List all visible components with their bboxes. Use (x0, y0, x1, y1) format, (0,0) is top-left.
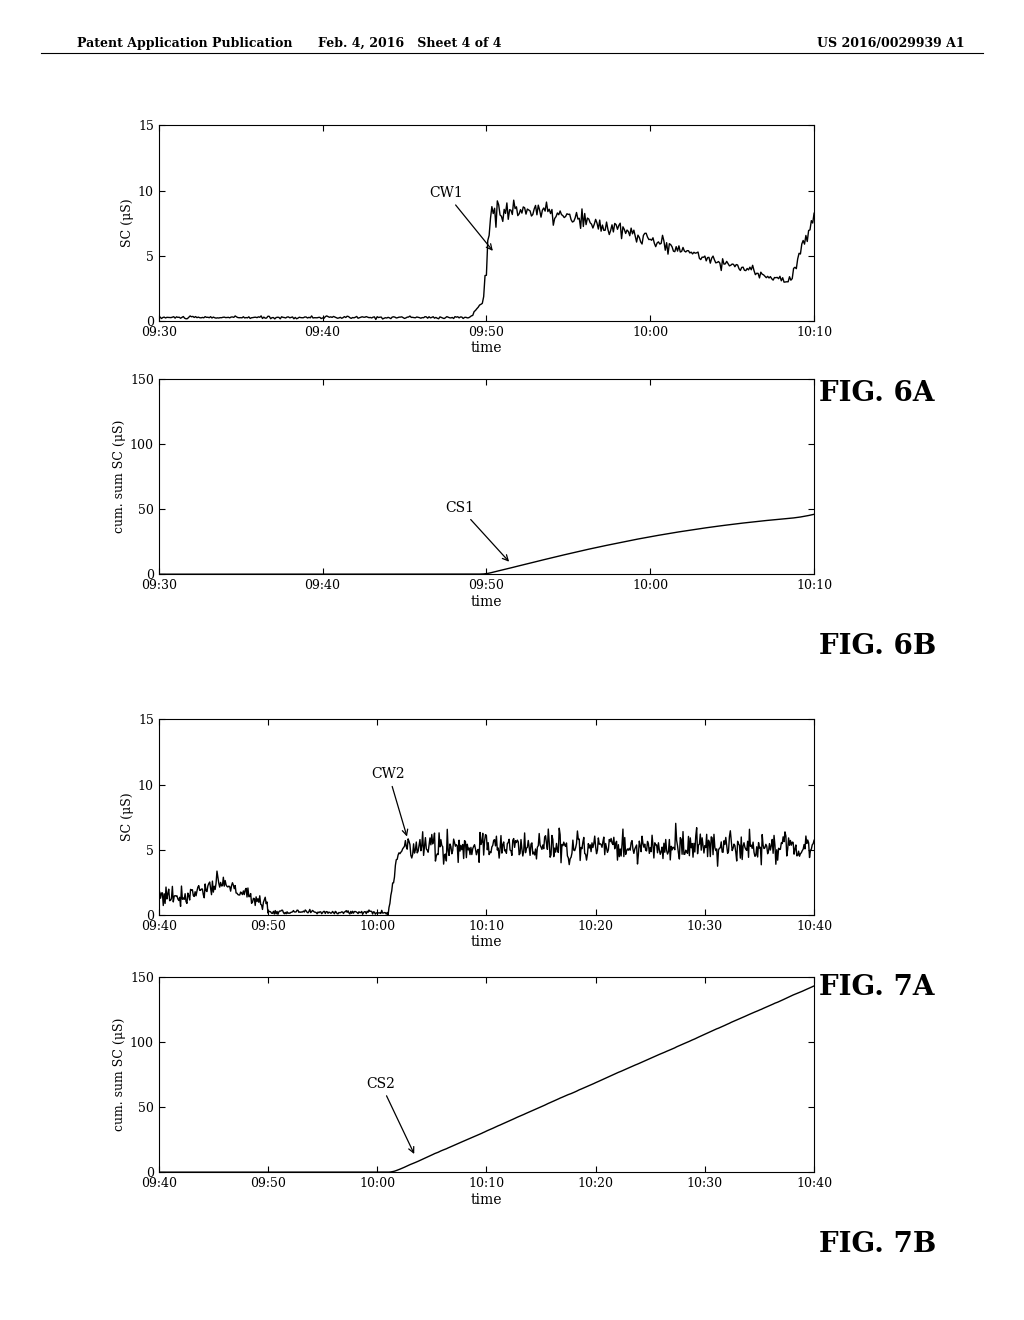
Y-axis label: SC (μS): SC (μS) (121, 199, 134, 247)
Text: FIG. 6A: FIG. 6A (819, 380, 935, 407)
Text: CS2: CS2 (367, 1077, 414, 1152)
Text: FIG. 7A: FIG. 7A (819, 974, 935, 1001)
Text: US 2016/0029939 A1: US 2016/0029939 A1 (817, 37, 965, 50)
X-axis label: time: time (471, 342, 502, 355)
Text: CW1: CW1 (429, 186, 492, 249)
Text: Feb. 4, 2016   Sheet 4 of 4: Feb. 4, 2016 Sheet 4 of 4 (317, 37, 502, 50)
Y-axis label: cum. sum SC (μS): cum. sum SC (μS) (113, 420, 126, 533)
X-axis label: time: time (471, 595, 502, 609)
Text: CW2: CW2 (372, 767, 408, 836)
Text: CS1: CS1 (445, 500, 508, 561)
Y-axis label: cum. sum SC (μS): cum. sum SC (μS) (113, 1018, 126, 1131)
X-axis label: time: time (471, 1193, 502, 1206)
Y-axis label: SC (μS): SC (μS) (121, 793, 134, 841)
Text: FIG. 6B: FIG. 6B (819, 634, 937, 660)
Text: FIG. 7B: FIG. 7B (819, 1232, 937, 1258)
X-axis label: time: time (471, 936, 502, 949)
Text: Patent Application Publication: Patent Application Publication (77, 37, 292, 50)
